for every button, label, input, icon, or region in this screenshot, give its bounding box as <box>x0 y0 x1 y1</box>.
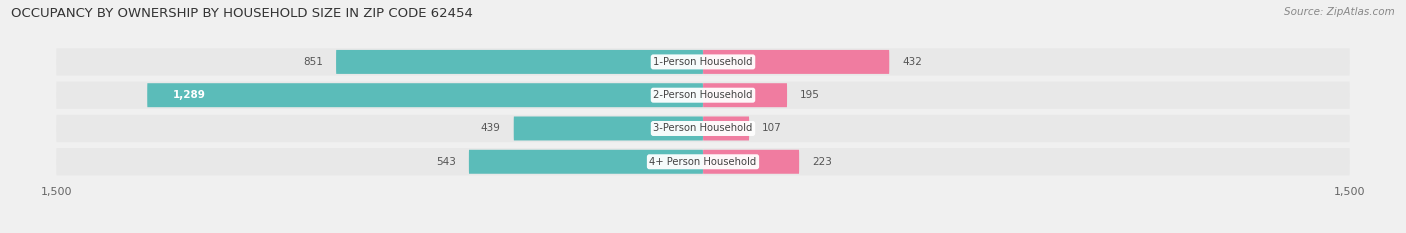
Text: 4+ Person Household: 4+ Person Household <box>650 157 756 167</box>
Text: Source: ZipAtlas.com: Source: ZipAtlas.com <box>1284 7 1395 17</box>
Text: 543: 543 <box>436 157 456 167</box>
FancyBboxPatch shape <box>703 150 799 174</box>
FancyBboxPatch shape <box>336 50 703 74</box>
Text: 1,289: 1,289 <box>173 90 205 100</box>
Text: 223: 223 <box>813 157 832 167</box>
Text: 2-Person Household: 2-Person Household <box>654 90 752 100</box>
Text: 432: 432 <box>903 57 922 67</box>
Text: 439: 439 <box>481 123 501 134</box>
FancyBboxPatch shape <box>56 115 1350 142</box>
Text: 1-Person Household: 1-Person Household <box>654 57 752 67</box>
FancyBboxPatch shape <box>703 116 749 140</box>
FancyBboxPatch shape <box>56 48 1350 75</box>
FancyBboxPatch shape <box>703 83 787 107</box>
FancyBboxPatch shape <box>513 116 703 140</box>
Text: 3-Person Household: 3-Person Household <box>654 123 752 134</box>
Text: 195: 195 <box>800 90 820 100</box>
FancyBboxPatch shape <box>56 148 1350 175</box>
FancyBboxPatch shape <box>148 83 703 107</box>
FancyBboxPatch shape <box>703 50 889 74</box>
Text: OCCUPANCY BY OWNERSHIP BY HOUSEHOLD SIZE IN ZIP CODE 62454: OCCUPANCY BY OWNERSHIP BY HOUSEHOLD SIZE… <box>11 7 474 20</box>
FancyBboxPatch shape <box>468 150 703 174</box>
Text: 107: 107 <box>762 123 782 134</box>
FancyBboxPatch shape <box>56 82 1350 109</box>
Text: 851: 851 <box>304 57 323 67</box>
